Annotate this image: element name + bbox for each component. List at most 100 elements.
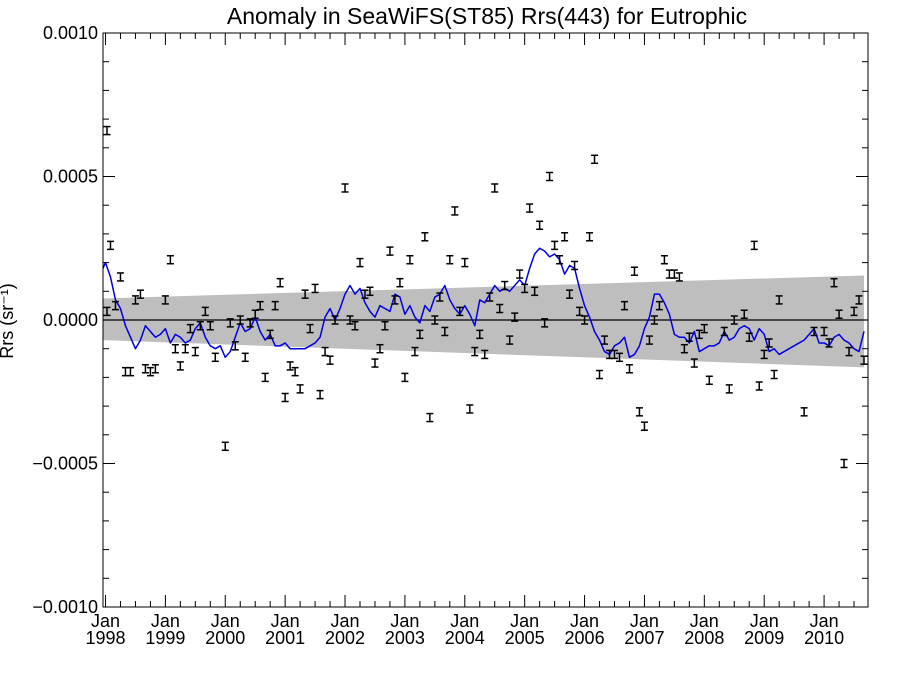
- data-point: [326, 355, 334, 365]
- data-point: [610, 349, 618, 360]
- data-point: [181, 343, 189, 354]
- data-point: [341, 183, 349, 193]
- data-point: [625, 364, 633, 374]
- data-point: [601, 335, 609, 345]
- x-tick-month: Jan: [570, 611, 599, 631]
- running-mean-layer: [102, 247, 865, 359]
- data-point: [486, 292, 494, 302]
- data-point: [121, 366, 129, 377]
- data-point: [546, 171, 554, 182]
- data-point: [506, 335, 514, 345]
- data-point: [331, 315, 339, 325]
- data-point: [556, 254, 564, 265]
- x-tick-year: 2006: [565, 628, 605, 648]
- x-tick-month: Jan: [390, 611, 419, 631]
- data-point: [820, 326, 828, 337]
- data-point: [196, 320, 204, 331]
- x-tick-month: Jan: [690, 611, 719, 631]
- data-point: [755, 381, 763, 391]
- data-point: [536, 220, 544, 231]
- x-tick-month: Jan: [750, 611, 779, 631]
- data-point: [835, 309, 843, 320]
- data-point: [830, 277, 838, 288]
- data-point: [591, 154, 599, 165]
- data-point: [271, 300, 279, 311]
- data-point: [111, 300, 119, 311]
- data-point: [291, 366, 299, 377]
- data-point: [266, 329, 274, 340]
- data-point: [261, 372, 269, 383]
- data-point: [840, 458, 848, 469]
- data-point: [586, 232, 594, 242]
- data-point: [281, 392, 289, 403]
- data-point: [461, 257, 469, 268]
- x-tick-year: 2007: [624, 628, 664, 648]
- data-point: [665, 269, 673, 279]
- data-point: [481, 349, 489, 360]
- data-point: [640, 421, 648, 431]
- x-tick-labels: Jan1998Jan1999Jan2000Jan2001Jan2002Jan20…: [85, 611, 844, 648]
- data-point: [635, 407, 643, 417]
- data-point: [391, 295, 399, 305]
- data-point: [241, 352, 249, 363]
- data-point: [116, 272, 124, 282]
- data-point: [206, 320, 214, 331]
- data-point: [566, 289, 574, 299]
- data-point: [630, 266, 638, 276]
- data-point: [531, 286, 539, 297]
- data-point: [456, 306, 464, 317]
- data-point: [226, 318, 234, 328]
- x-tick-month: Jan: [510, 611, 539, 631]
- data-point: [106, 240, 114, 251]
- data-point: [346, 315, 354, 325]
- chart-title: Anomaly in SeaWiFS(ST85) Rrs(443) for Eu…: [227, 3, 747, 29]
- data-point: [645, 335, 653, 345]
- uncertainty-band: [103, 275, 865, 368]
- data-point: [301, 289, 309, 299]
- x-tick-year: 2002: [325, 628, 365, 648]
- data-point: [855, 295, 863, 305]
- running-mean-line: [102, 247, 865, 359]
- data-point: [740, 309, 748, 320]
- data-point: [191, 346, 199, 357]
- data-point: [511, 312, 519, 322]
- y-tick-label: −0.0005: [32, 454, 98, 474]
- data-point: [725, 384, 733, 394]
- x-tick-year: 2008: [684, 628, 724, 648]
- data-point: [615, 352, 623, 363]
- data-point: [436, 292, 444, 302]
- data-point: [446, 254, 454, 265]
- data-point: [351, 320, 359, 331]
- data-point: [496, 303, 504, 314]
- x-tick-month: Jan: [331, 611, 360, 631]
- data-point: [201, 306, 209, 317]
- data-point: [745, 332, 753, 342]
- data-point: [860, 355, 868, 365]
- data-point: [770, 369, 778, 380]
- data-point: [845, 346, 853, 357]
- y-tick-label: 0.0010: [43, 23, 98, 43]
- axes: [102, 32, 869, 608]
- data-point: [366, 286, 374, 297]
- data-point: [166, 254, 174, 265]
- x-tick-year: 2005: [505, 628, 545, 648]
- data-point: [750, 240, 758, 251]
- data-point: [775, 295, 783, 305]
- x-tick-month: Jan: [450, 611, 479, 631]
- data-point: [401, 372, 409, 383]
- data-point: [276, 277, 284, 288]
- data-point: [231, 341, 239, 351]
- data-point: [850, 306, 858, 317]
- data-point: [675, 272, 683, 282]
- x-tick-month: Jan: [271, 611, 300, 631]
- data-point: [411, 346, 419, 357]
- data-point: [561, 232, 569, 242]
- data-point: [371, 358, 379, 368]
- data-point: [685, 332, 693, 342]
- data-point: [356, 257, 364, 268]
- x-tick-month: Jan: [810, 611, 839, 631]
- data-point: [151, 364, 159, 374]
- data-point: [620, 300, 628, 311]
- data-point: [381, 320, 389, 331]
